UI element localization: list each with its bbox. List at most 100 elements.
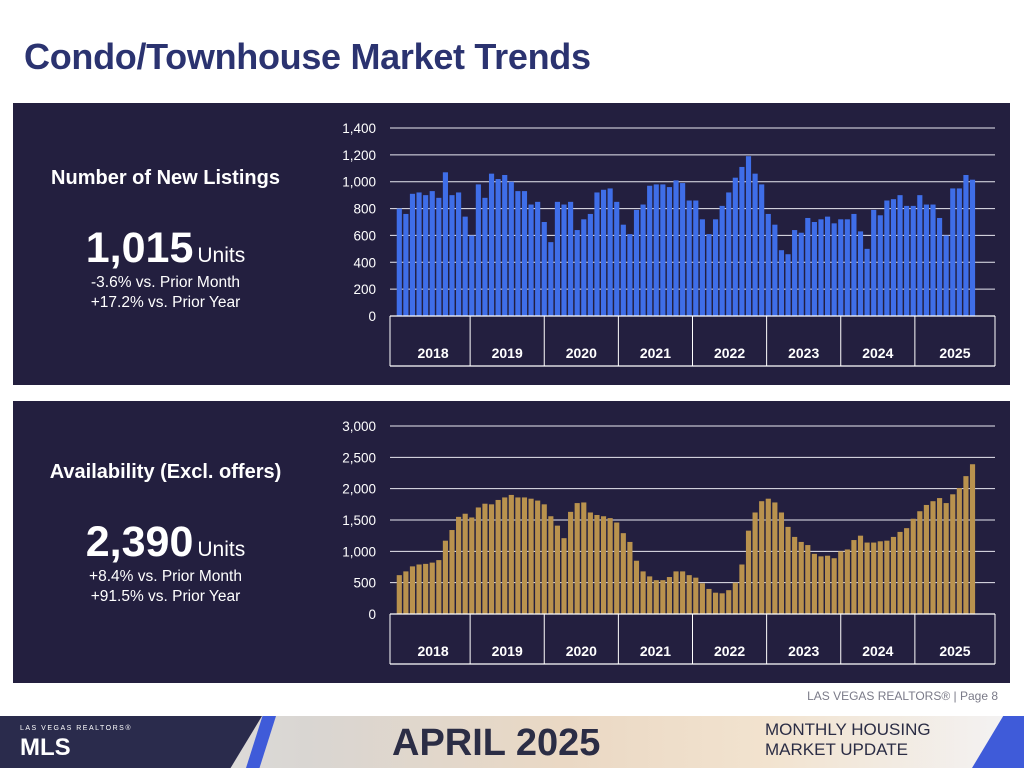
availability-bar [640,571,646,614]
listings-bar [548,242,554,316]
listings-bar [910,205,916,316]
new-listings-panel: Number of New Listings 1,015 Units -3.6% … [13,103,1010,385]
page-title: Condo/Townhouse Market Trends [24,36,591,77]
listings-bar [647,185,653,316]
availability-panel: Availability (Excl. offers) 2,390 Units +… [13,401,1010,683]
availability-x-tick-label: 2019 [492,643,523,659]
listings-bar [857,231,864,316]
availability-stat: Availability (Excl. offers) 2,390 Units +… [13,461,318,607]
availability-bar [614,522,620,614]
listings-bar [759,184,765,316]
listings-x-tick-label: 2018 [417,345,448,361]
listings-bar [871,209,877,316]
availability-bar [488,504,495,614]
listings-bar [732,177,738,316]
availability-bar [442,540,448,614]
availability-bar [778,512,785,614]
availability-y-tick-label: 0 [368,607,376,622]
availability-bar [581,502,587,614]
listings-bar [396,208,402,316]
listings-bar [581,219,587,316]
listings-bar [416,192,422,316]
listings-bar [745,156,752,316]
report-month: APRIL 2025 [392,722,601,764]
listings-bar [798,232,804,316]
listings-bar [772,224,778,316]
availability-x-tick-label: 2025 [939,643,970,659]
listings-x-tick-label: 2024 [862,345,893,361]
listings-bar [568,201,574,316]
availability-bar [502,497,508,614]
listings-bar [528,204,534,316]
listings-bar [719,205,725,316]
listings-bar [917,195,923,316]
listings-bar [600,189,607,316]
availability-bar [904,528,910,614]
availability-bar [825,555,831,614]
availability-value: 2,390 [85,518,194,566]
availability-bar [423,563,429,614]
listings-bar [805,217,811,316]
availability-y-tick-label: 1,000 [342,544,376,559]
new-listings-stat: Number of New Listings 1,015 Units -3.6% … [13,167,318,313]
listings-bar [765,213,771,316]
availability-bar [943,503,949,614]
availability-y-tick-label: 500 [353,576,376,591]
listings-bar [442,172,448,316]
new-listings-chart: 0 200 400 600 800 1,000 1,200 1,400 2018 2019 2020… [342,121,996,367]
listings-bar [535,201,541,316]
listings-bar [969,179,976,316]
availability-bar [910,518,916,614]
availability-chart: 0 500 1,000 1,500 2,000 2,500 3,000 2018 2019 202… [342,419,996,665]
availability-bar [548,516,554,614]
listings-bar [554,201,560,316]
listings-bar [699,219,705,316]
listings-bar [680,183,686,316]
listings-x-tick-label: 2022 [714,345,745,361]
new-listings-mom: -3.6% vs. Prior Month [90,274,241,291]
availability-bar [554,525,560,614]
listings-bar [653,184,659,316]
listings-bar [469,235,475,316]
listings-bar [884,200,890,316]
listings-bar [778,250,785,316]
listings-bar [429,191,435,316]
availability-bar [607,518,613,614]
listings-bar [706,234,712,316]
availability-bar [475,507,481,614]
availability-bar [482,503,488,614]
availability-bar [719,593,725,614]
availability-unit: Units [197,538,246,561]
listings-bar [587,213,593,316]
availability-bar [620,533,626,614]
availability-bar [890,536,897,614]
availability-bar [699,583,705,614]
listings-bar [495,179,501,316]
availability-bar [396,575,402,614]
new-listings-unit: Units [197,244,246,267]
listings-bar [890,199,897,316]
availability-bar [752,512,758,614]
availability-bar [429,562,435,614]
listings-x-tick-label: 2019 [492,345,523,361]
availability-bar [712,592,719,614]
availability-bar [732,582,738,614]
availability-bar [864,542,870,614]
availability-bar [871,542,877,614]
listings-bar [614,201,620,316]
listings-bar [436,197,442,316]
listings-y-tick-label: 1,200 [342,148,376,163]
availability-bar [745,530,752,614]
availability-x-tick-label: 2021 [640,643,671,659]
availability-bar [436,560,442,614]
availability-bar [950,494,956,614]
availability-bar [963,476,969,614]
listings-y-tick-label: 600 [353,228,376,243]
new-listings-label: Number of New Listings [51,167,280,189]
listings-bar [409,193,416,316]
availability-bar [666,577,673,614]
availability-bar [495,499,501,614]
listings-bar [561,204,567,316]
listings-bar [508,181,514,316]
availability-bar [600,516,607,614]
